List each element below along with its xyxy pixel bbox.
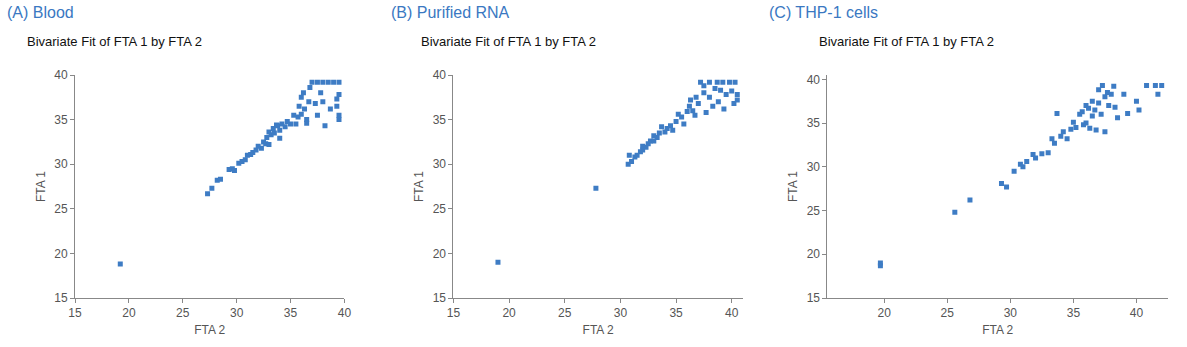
svg-text:25: 25 [176, 306, 190, 320]
svg-text:40: 40 [1130, 306, 1144, 320]
svg-text:25: 25 [558, 306, 572, 320]
svg-text:35: 35 [1067, 306, 1081, 320]
svg-text:40: 40 [433, 68, 447, 82]
svg-text:(B) Purified RNA: (B) Purified RNA [391, 4, 510, 21]
svg-text:20: 20 [433, 247, 447, 261]
svg-text:15: 15 [68, 306, 82, 320]
svg-text:20: 20 [502, 306, 516, 320]
svg-text:25: 25 [941, 306, 955, 320]
svg-text:FTA 2: FTA 2 [982, 323, 1013, 337]
svg-text:40: 40 [725, 306, 739, 320]
svg-text:FTA 2: FTA 2 [583, 323, 614, 337]
svg-text:25: 25 [433, 202, 447, 216]
svg-text:15: 15 [433, 291, 447, 305]
svg-text:Bivariate Fit of FTA 1 by FTA: Bivariate Fit of FTA 1 by FTA 2 [27, 34, 202, 49]
svg-text:35: 35 [284, 306, 298, 320]
svg-text:20: 20 [878, 306, 892, 320]
svg-text:30: 30 [614, 306, 628, 320]
svg-text:FTA 2: FTA 2 [194, 323, 225, 337]
svg-text:30: 30 [230, 306, 244, 320]
svg-text:20: 20 [54, 247, 68, 261]
svg-text:30: 30 [433, 157, 447, 171]
svg-text:35: 35 [54, 113, 68, 127]
svg-text:25: 25 [54, 202, 68, 216]
svg-text:20: 20 [122, 306, 136, 320]
svg-text:FTA 1: FTA 1 [412, 171, 426, 202]
svg-text:(A) Blood: (A) Blood [7, 4, 74, 21]
svg-text:Bivariate Fit of FTA 1 by FTA: Bivariate Fit of FTA 1 by FTA 2 [819, 34, 994, 49]
svg-text:25: 25 [807, 204, 821, 218]
svg-text:30: 30 [54, 157, 68, 171]
svg-text:30: 30 [807, 160, 821, 174]
svg-text:FTA 1: FTA 1 [786, 171, 800, 202]
svg-text:15: 15 [447, 306, 461, 320]
svg-text:35: 35 [807, 116, 821, 130]
svg-text:40: 40 [807, 73, 821, 87]
svg-text:(C) THP-1 cells: (C) THP-1 cells [769, 4, 878, 21]
svg-text:40: 40 [338, 306, 352, 320]
svg-text:35: 35 [669, 306, 683, 320]
svg-text:15: 15 [54, 291, 68, 305]
svg-text:35: 35 [433, 113, 447, 127]
svg-text:FTA 1: FTA 1 [34, 171, 48, 202]
svg-text:Bivariate Fit of FTA 1 by FTA: Bivariate Fit of FTA 1 by FTA 2 [421, 34, 596, 49]
svg-text:40: 40 [54, 68, 68, 82]
svg-text:20: 20 [807, 247, 821, 261]
svg-text:30: 30 [1004, 306, 1018, 320]
svg-text:15: 15 [807, 291, 821, 305]
